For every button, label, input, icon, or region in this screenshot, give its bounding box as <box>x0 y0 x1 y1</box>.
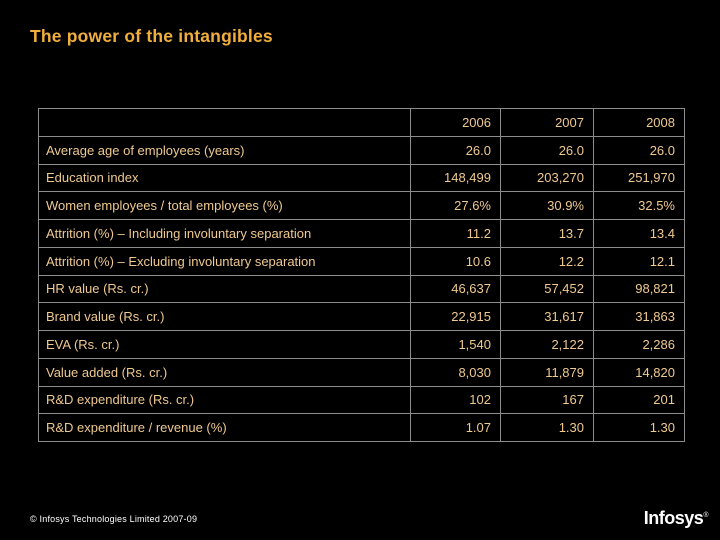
cell-value: 31,617 <box>500 302 594 331</box>
infosys-logo: Infosys® <box>643 508 709 529</box>
row-label: Education index <box>38 163 411 193</box>
table-row: Value added (Rs. cr.) 8,030 11,879 14,82… <box>38 357 685 387</box>
cell-value: 102 <box>410 385 501 415</box>
table-header-row: 2006 2007 2008 <box>38 108 685 137</box>
row-label: Brand value (Rs. cr.) <box>38 302 411 331</box>
table-row: R&D expenditure / revenue (%) 1.07 1.30 … <box>38 413 685 442</box>
cell-value: 31,863 <box>593 302 685 331</box>
cell-value: 2,122 <box>500 330 594 359</box>
row-label: Attrition (%) – Excluding involuntary se… <box>38 246 411 276</box>
cell-value: 32.5% <box>593 191 685 220</box>
cell-value: 98,821 <box>593 274 685 304</box>
cell-value: 13.7 <box>500 219 594 248</box>
table-row: Attrition (%) – Including involuntary se… <box>38 219 685 248</box>
cell-value: 30.9% <box>500 191 594 220</box>
header-year-2007: 2007 <box>500 108 594 137</box>
cell-value: 148,499 <box>410 163 501 193</box>
cell-value: 1.07 <box>410 413 501 442</box>
table-row: Education index 148,499 203,270 251,970 <box>38 163 685 193</box>
row-label: EVA (Rs. cr.) <box>38 330 411 359</box>
cell-value: 1.30 <box>500 413 594 442</box>
footer-copyright: © Infosys Technologies Limited 2007-09 <box>30 514 198 524</box>
cell-value: 251,970 <box>593 163 685 193</box>
cell-value: 57,452 <box>500 274 594 304</box>
cell-value: 26.0 <box>500 135 594 165</box>
row-label: Women employees / total employees (%) <box>38 191 411 220</box>
table-row: Attrition (%) – Excluding involuntary se… <box>38 246 685 276</box>
row-label: Attrition (%) – Including involuntary se… <box>38 219 411 248</box>
row-label: Value added (Rs. cr.) <box>38 357 411 387</box>
cell-value: 12.2 <box>500 246 594 276</box>
registered-mark: ® <box>703 512 708 519</box>
table-row: Average age of employees (years) 26.0 26… <box>38 135 685 165</box>
cell-value: 11.2 <box>410 219 501 248</box>
cell-value: 167 <box>500 385 594 415</box>
cell-value: 27.6% <box>410 191 501 220</box>
cell-value: 203,270 <box>500 163 594 193</box>
table-row: Women employees / total employees (%) 27… <box>38 191 685 220</box>
table-row: R&D expenditure (Rs. cr.) 102 167 201 <box>38 385 685 415</box>
cell-value: 201 <box>593 385 685 415</box>
cell-value: 14,820 <box>593 357 685 387</box>
row-label: Average age of employees (years) <box>38 135 411 165</box>
cell-value: 26.0 <box>410 135 501 165</box>
cell-value: 13.4 <box>593 219 685 248</box>
cell-value: 12.1 <box>593 246 685 276</box>
page-title: The power of the intangibles <box>30 26 273 46</box>
header-empty-cell <box>38 108 411 137</box>
header-year-2006: 2006 <box>410 108 501 137</box>
infosys-logo-text: Infosys <box>643 508 704 528</box>
cell-value: 10.6 <box>410 246 501 276</box>
row-label: R&D expenditure (Rs. cr.) <box>38 385 411 415</box>
table-row: EVA (Rs. cr.) 1,540 2,122 2,286 <box>38 330 685 359</box>
cell-value: 11,879 <box>500 357 594 387</box>
cell-value: 2,286 <box>593 330 685 359</box>
cell-value: 1,540 <box>410 330 501 359</box>
table-row: HR value (Rs. cr.) 46,637 57,452 98,821 <box>38 274 685 304</box>
cell-value: 1.30 <box>593 413 685 442</box>
cell-value: 46,637 <box>410 274 501 304</box>
table-row: Brand value (Rs. cr.) 22,915 31,617 31,8… <box>38 302 685 331</box>
cell-value: 8,030 <box>410 357 501 387</box>
cell-value: 26.0 <box>593 135 685 165</box>
row-label: HR value (Rs. cr.) <box>38 274 411 304</box>
cell-value: 22,915 <box>410 302 501 331</box>
intangibles-table: 2006 2007 2008 Average age of employees … <box>38 108 685 442</box>
row-label: R&D expenditure / revenue (%) <box>38 413 411 442</box>
header-year-2008: 2008 <box>593 108 685 137</box>
